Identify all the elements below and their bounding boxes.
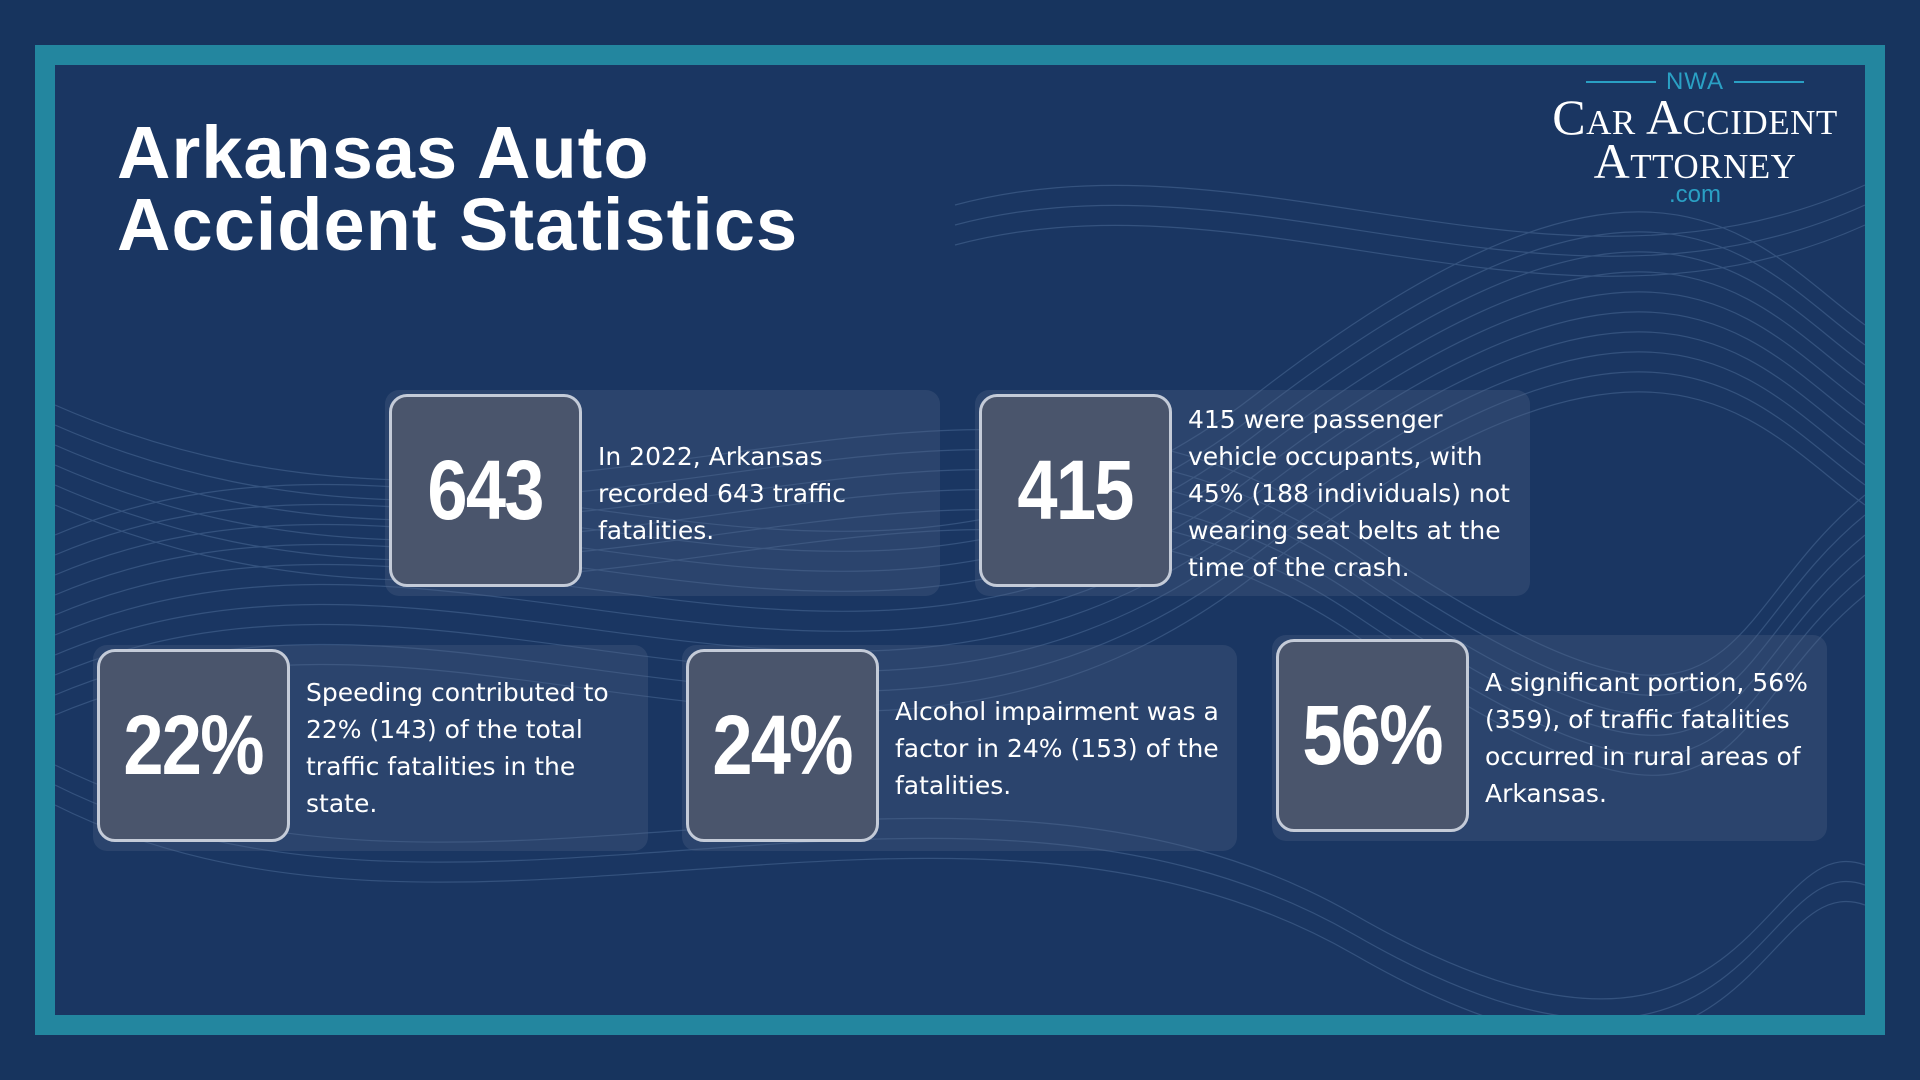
logo-line-2: Attorney xyxy=(1593,133,1797,189)
stat-box: 56% xyxy=(1276,639,1469,832)
stat-card-rural: 56% A significant portion, 56% (359), of… xyxy=(1272,635,1827,841)
stat-description: In 2022, Arkansas recorded 643 traffic f… xyxy=(598,441,847,545)
stat-description: 415 were passenger vehicle occupants, wi… xyxy=(1188,404,1510,582)
stat-box: 643 xyxy=(389,394,582,587)
page-title: Arkansas Auto Accident Statistics xyxy=(117,111,799,266)
stat-description: Alcohol impairment was a factor in 24% (… xyxy=(895,696,1219,800)
stat-card-passenger-occupants: 415 415 were passenger vehicle occupants… xyxy=(975,390,1530,596)
logo-line-1: Car Accident xyxy=(1552,89,1838,145)
stat-value: 24% xyxy=(712,698,854,792)
logo-rule-left xyxy=(1585,81,1656,83)
logo-rule-right xyxy=(1734,81,1805,83)
title-line-1: Arkansas Auto xyxy=(117,111,650,194)
brand-logo: NWA Car Accident Attorney .com xyxy=(1515,68,1865,208)
stat-card-alcohol: 24% Alcohol impairment was a factor in 2… xyxy=(682,645,1237,851)
logo-tagline-text: NWA xyxy=(1665,68,1725,95)
stat-value: 22% xyxy=(123,698,265,792)
stat-box: 24% xyxy=(686,649,879,842)
stat-description: A significant portion, 56% (359), of tra… xyxy=(1485,668,1808,808)
stat-box: 22% xyxy=(97,649,290,842)
title-line-2: Accident Statistics xyxy=(117,183,799,266)
stat-card-speeding: 22% Speeding contributed to 22% (143) of… xyxy=(93,645,648,851)
stat-value: 643 xyxy=(427,443,545,537)
infographic-frame: Arkansas Auto Accident Statistics NWA Ca… xyxy=(35,45,1885,1035)
logo-suffix: .com xyxy=(1668,181,1721,208)
stat-description: Speeding contributed to 22% (143) of the… xyxy=(306,678,609,818)
stat-card-total-fatalities: 643 In 2022, Arkansas recorded 643 traff… xyxy=(385,390,940,596)
stat-value: 415 xyxy=(1017,443,1135,537)
logo-tagline: NWA xyxy=(1515,68,1865,95)
stat-box: 415 xyxy=(979,394,1172,587)
stat-value: 56% xyxy=(1302,688,1444,782)
